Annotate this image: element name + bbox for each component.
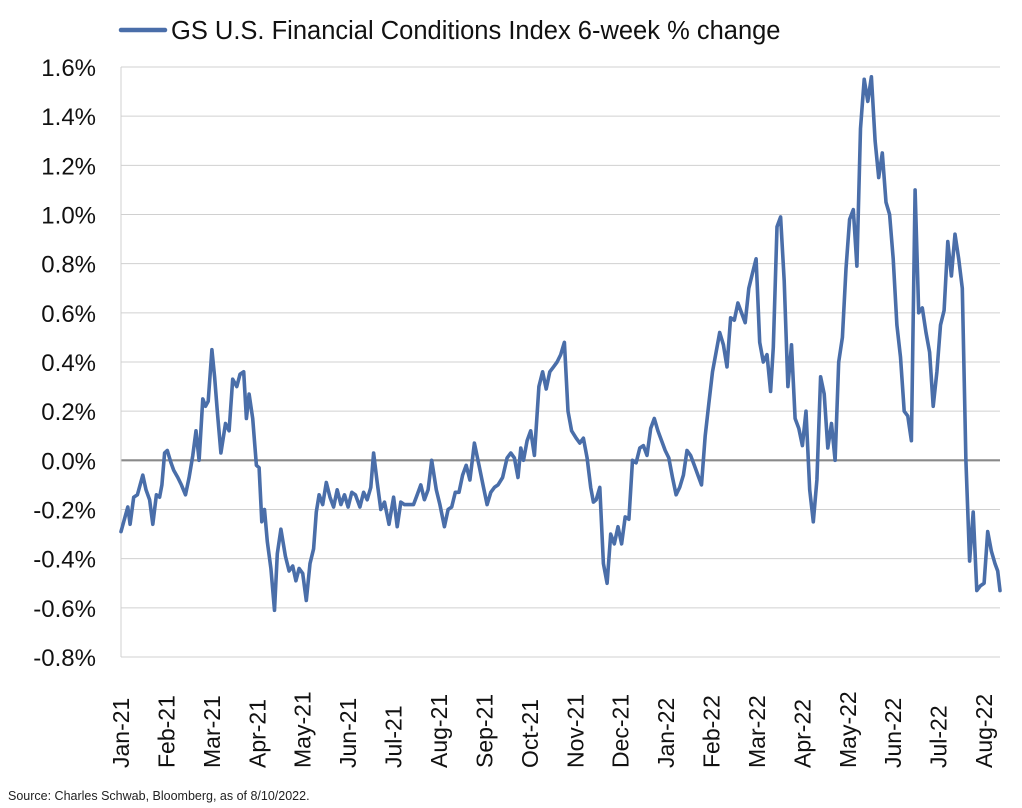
x-tick-label: Jan-22 xyxy=(653,698,679,768)
x-tick-label: Jul-22 xyxy=(926,705,952,768)
y-tick-label: -0.8% xyxy=(33,645,96,672)
x-tick-label: Aug-22 xyxy=(971,694,997,768)
legend-label: GS U.S. Financial Conditions Index 6-wee… xyxy=(171,17,781,45)
x-tick-label: Jun-21 xyxy=(335,698,361,768)
x-tick-label: Oct-21 xyxy=(517,699,543,768)
x-tick-label: Nov-21 xyxy=(562,694,588,768)
gridlines xyxy=(120,66,1000,658)
x-tick-label: Jul-21 xyxy=(381,705,407,768)
y-tick-label: 0.6% xyxy=(41,301,96,328)
x-tick-label: Feb-21 xyxy=(153,695,179,768)
y-tick-label: -0.4% xyxy=(33,547,96,574)
x-tick-label: May-21 xyxy=(290,691,316,768)
x-axis-tick-labels: Jan-21 Feb-21 Mar-21 Apr-21 May-21 Jun-21 Jul-… xyxy=(108,691,997,768)
y-tick-label: 1.2% xyxy=(41,153,96,180)
x-tick-label: Mar-21 xyxy=(199,695,225,768)
y-tick-label: 0.2% xyxy=(41,399,96,426)
y-tick-label: -0.2% xyxy=(33,498,96,525)
x-tick-label: May-22 xyxy=(835,691,861,768)
y-tick-label: 0.0% xyxy=(41,448,96,475)
y-tick-label: 1.0% xyxy=(41,203,96,230)
y-tick-label: 1.6% xyxy=(41,55,96,82)
legend: GS U.S. Financial Conditions Index 6-wee… xyxy=(118,17,781,45)
y-tick-label: 1.4% xyxy=(41,104,96,131)
y-tick-label: 0.4% xyxy=(41,350,96,377)
x-tick-label: Mar-22 xyxy=(744,695,770,768)
x-tick-label: Jan-21 xyxy=(108,698,134,768)
series-group xyxy=(119,75,1002,613)
x-tick-label: Feb-22 xyxy=(699,695,725,768)
series-line xyxy=(119,75,1002,613)
x-tick-label: Apr-22 xyxy=(789,699,815,768)
source-note: Source: Charles Schwab, Bloomberg, as of… xyxy=(8,789,310,803)
y-tick-label: 0.8% xyxy=(41,252,96,279)
x-tick-label: Aug-21 xyxy=(426,694,452,768)
x-tick-label: Dec-21 xyxy=(608,694,634,768)
x-tick-label: Sep-21 xyxy=(471,694,497,768)
x-tick-label: Apr-21 xyxy=(244,699,270,768)
y-tick-label: -0.6% xyxy=(33,596,96,623)
x-tick-label: Jun-22 xyxy=(880,698,906,768)
y-axis-tick-labels: -0.8% -0.6% -0.4% -0.2% 0.0% 0.2% 0.4% 0.6% 0.8%… xyxy=(33,55,96,672)
